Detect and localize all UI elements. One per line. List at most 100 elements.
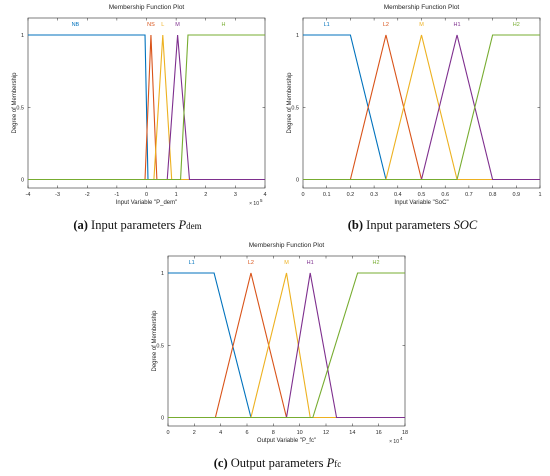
caption-a-symbol: P	[178, 218, 187, 232]
caption-c-text: Output parameters	[230, 456, 327, 470]
chart-a-x-tick-label: -4	[26, 192, 31, 198]
chart-a-y-axis-label: Degree of Membership	[12, 72, 18, 134]
chart-b-x-tick-label: 0.1	[323, 192, 331, 198]
chart-a-y-tick-label: 0.5	[16, 105, 24, 111]
chart-b-x-tick-label: 0.9	[512, 192, 520, 198]
chart-b-y-tick-label: 1	[296, 33, 299, 39]
chart-c-y-axis-label: Degree of Membership	[152, 310, 158, 372]
chart-b-x-axis-label: Input Variable "SoC"	[394, 200, 448, 206]
chart-b-series-h1-line	[303, 34, 540, 181]
chart-a-x-tick-label: -3	[55, 192, 60, 198]
chart-b-x-tick-label: 0.7	[465, 192, 473, 198]
chart-a-x-tick-label: 4	[263, 192, 266, 198]
chart-c-x-tick-label: 16	[376, 430, 382, 436]
chart-b-x-tick-label: 0.3	[370, 192, 378, 198]
chart-c-series-l2-line	[168, 272, 405, 419]
caption-b-label: (b)	[347, 218, 364, 232]
chart-c-x-tick-label: 10	[297, 430, 303, 436]
chart-c-y-tick-label: 0.5	[156, 343, 164, 349]
chart-panel-a: Membership Function Plot -4 -3 -2 -1 0 1 2 3 4 0 0.…	[0, 0, 275, 238]
caption-c-symbol: P	[326, 456, 335, 470]
caption-b-text: Input parameters	[366, 218, 454, 232]
chart-c-series-h1-label: H1	[307, 260, 314, 266]
chart-b-series-l1-label: L1	[324, 22, 330, 28]
chart-a-x-exponent: × 10	[249, 201, 259, 207]
chart-b-y-tick-label: 0.5	[291, 105, 299, 111]
chart-c-series-m-label: M	[284, 260, 289, 266]
chart-b-series-m-label: M	[419, 22, 424, 28]
chart-b-x-tick-label: 0.4	[394, 192, 402, 198]
chart-c-x-tick-label: 14	[349, 430, 355, 436]
chart-a-series-nb-line	[28, 34, 265, 181]
chart-panel-c: Membership Function Plot 0 2 4 6 8 10 12 14 16 18 0…	[140, 238, 415, 476]
chart-c-x-tick-label: 4	[219, 430, 222, 436]
chart-b-y-tick-label: 0	[296, 178, 299, 184]
caption-c: (c) Output parameters Pfc	[140, 456, 415, 471]
chart-c-axes-box	[167, 255, 406, 427]
chart-b-svg: Membership Function Plot 0 0.1 0.2 0.3 0.4 0.5…	[287, 4, 542, 206]
chart-a-series-h-line	[28, 34, 265, 181]
chart-b-x-tick-label: 0.5	[418, 192, 426, 198]
chart-b-x-tick-label: 1	[538, 192, 541, 198]
chart-a-series-l-label: L	[161, 22, 164, 28]
chart-c-y-tick-label: 1	[161, 271, 164, 277]
chart-c-x-tick-label: 0	[166, 430, 169, 436]
chart-b-series-h2-line	[303, 34, 540, 181]
chart-c-title: Membership Function Plot	[249, 242, 325, 249]
chart-c-x-tick-label: 12	[323, 430, 329, 436]
caption-a-label: (a)	[73, 218, 88, 232]
chart-b-series-h2-label: H2	[513, 22, 520, 28]
chart-a-series-ns-label: NS	[147, 22, 155, 28]
chart-a-x-exponent-power: 5	[260, 198, 263, 203]
chart-c-series-h2-label: H2	[373, 260, 380, 266]
chart-a-series-m-label: M	[175, 22, 180, 28]
chart-a-x-axis-label: Input Variable "P_dem"	[116, 200, 178, 206]
chart-a-svg: Membership Function Plot -4 -3 -2 -1 0 1 2 3 4 0 0.…	[12, 4, 267, 207]
chart-b-series-l2-line	[303, 34, 540, 181]
chart-a-x-tick-label: -1	[114, 192, 119, 198]
chart-b-title: Membership Function Plot	[384, 4, 460, 11]
chart-b-series-h1-label: H1	[454, 22, 461, 28]
chart-a-series-nb-label: NB	[72, 22, 80, 28]
chart-panel-b: Membership Function Plot 0 0.1 0.2 0.3 0.4 0.5…	[275, 0, 550, 238]
chart-c-x-axis-label: Output Variable "P_fc"	[257, 438, 316, 444]
chart-c-series-m-line	[168, 272, 405, 419]
chart-c-series-h1-line	[168, 272, 405, 419]
chart-b-axes-box	[302, 17, 541, 189]
chart-a-series-h-label: H	[222, 22, 226, 28]
chart-a-x-tick-label: 3	[234, 192, 237, 198]
chart-c-x-exponent: × 10	[389, 439, 399, 445]
chart-a-y-tick-label: 1	[21, 33, 24, 39]
chart-a-y-tick-label: 0	[21, 178, 24, 184]
chart-c-x-tick-label: 18	[402, 430, 408, 436]
chart-a-x-tick-label: -2	[85, 192, 90, 198]
chart-c-x-tick-label: 6	[245, 430, 248, 436]
chart-b-x-tick-label: 0	[301, 192, 304, 198]
chart-c-x-tick-label: 8	[272, 430, 275, 436]
chart-b-x-tick-label: 0.2	[347, 192, 355, 198]
chart-c-series-h2-line	[168, 272, 405, 419]
caption-b-symbol: SOC	[453, 218, 478, 232]
chart-a-x-tick-label: 2	[204, 192, 207, 198]
chart-a-x-tick-label: 1	[175, 192, 178, 198]
chart-c-series-l2-label: L2	[248, 260, 254, 266]
caption-c-subscript: fc	[334, 459, 342, 469]
chart-b-series-m-line	[303, 34, 540, 181]
chart-c-series-l1-label: L1	[189, 260, 195, 266]
chart-c-x-tick-label: 2	[193, 430, 196, 436]
chart-b-series-l2-label: L2	[383, 22, 389, 28]
caption-c-label: (c)	[213, 456, 228, 470]
chart-a-title: Membership Function Plot	[109, 4, 185, 11]
chart-c-x-exponent-power: 4	[400, 436, 403, 441]
caption-a: (a) Input parameters Pdem	[0, 218, 275, 233]
chart-b-x-tick-label: 0.8	[489, 192, 497, 198]
caption-a-text: Input parameters	[91, 218, 179, 232]
caption-b: (b) Input parameters SOC	[275, 218, 550, 233]
caption-a-subscript: dem	[186, 221, 202, 231]
chart-b-series-l1-line	[303, 34, 540, 181]
chart-b-x-tick-label: 0.6	[441, 192, 449, 198]
chart-b-y-axis-label: Degree of Membership	[287, 72, 293, 134]
chart-a-x-tick-label: 0	[145, 192, 148, 198]
chart-c-series-l1-line	[168, 272, 405, 419]
